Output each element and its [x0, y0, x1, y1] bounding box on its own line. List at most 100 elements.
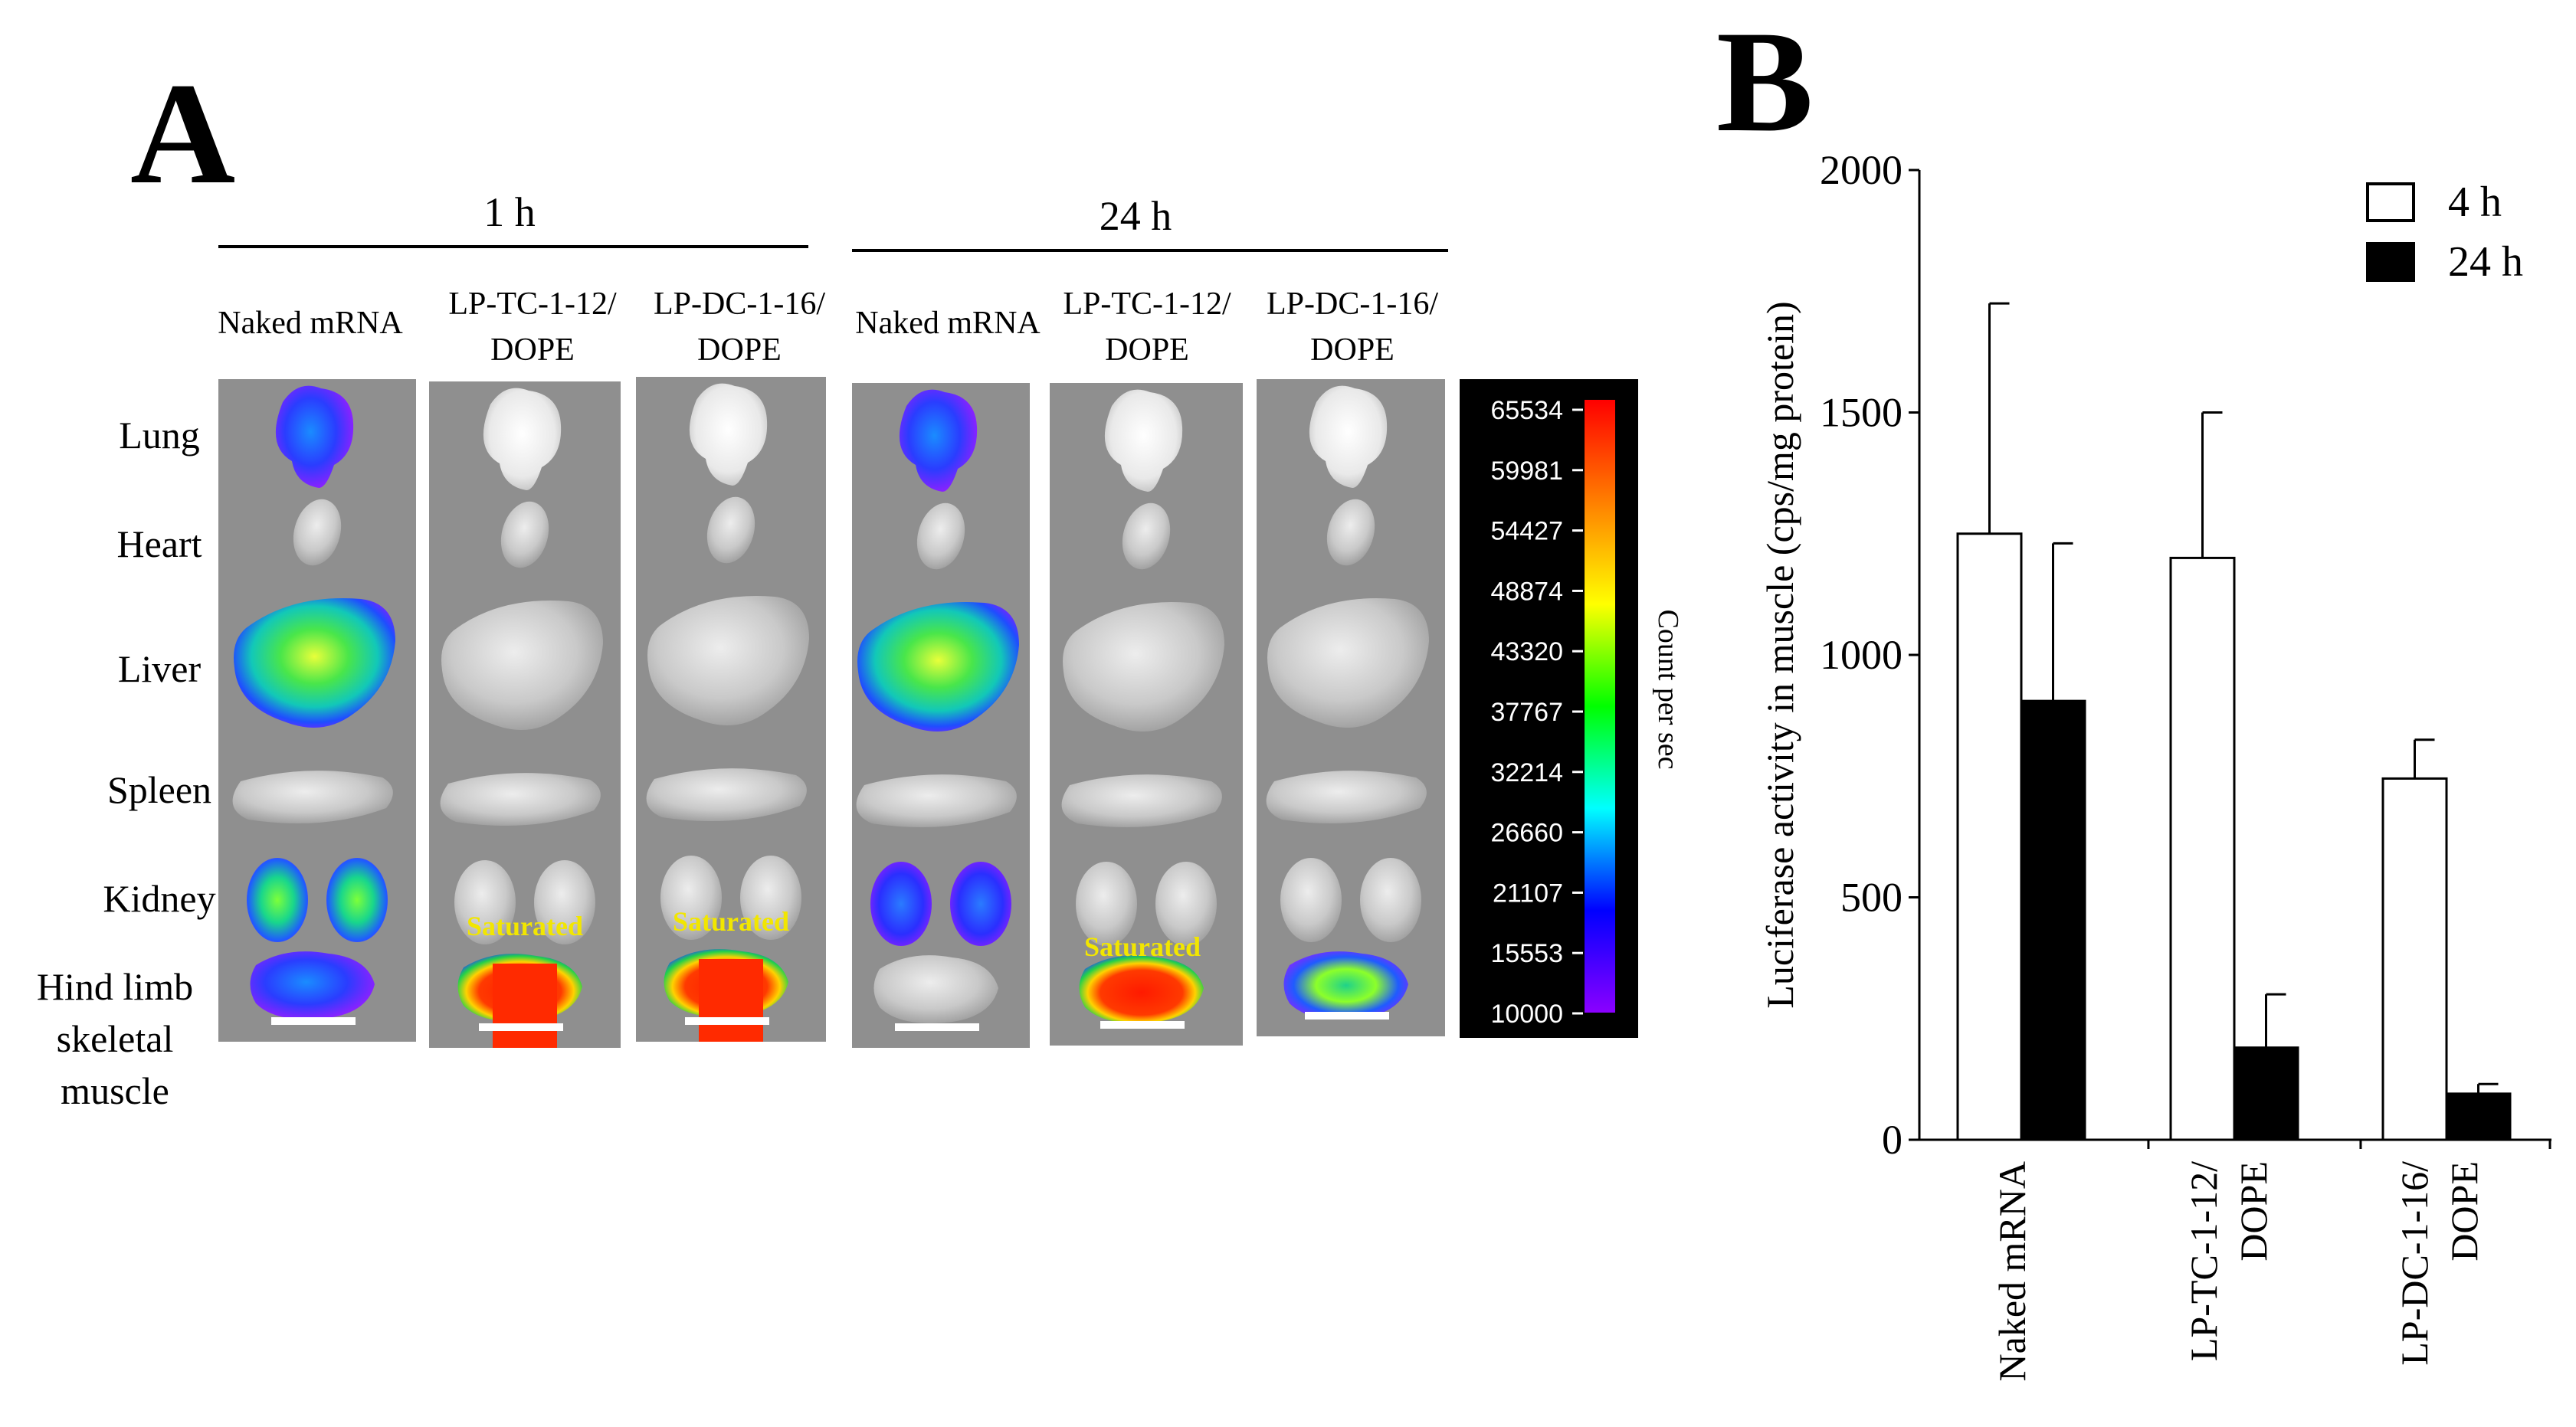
column-header-label: LP-TC-1-12/	[448, 286, 617, 322]
organ-label: skeletal	[57, 1017, 174, 1060]
heart-tissue	[1326, 499, 1375, 566]
imaging-panel	[852, 383, 1030, 1048]
saturated-label: Saturated	[467, 911, 583, 941]
colorbar-tick-label: 43320	[1490, 637, 1563, 666]
kidney-tissue	[660, 856, 722, 940]
liver-tissue	[857, 602, 1019, 732]
y-axis-label: Luciferase activity in muscle (cps/mg pr…	[1758, 301, 1801, 1008]
imaging-panel	[218, 379, 416, 1042]
saturated-signal	[493, 964, 557, 1048]
colorbar-label: Count per sec	[1652, 610, 1684, 770]
x-category-label: Naked mRNA	[1991, 1161, 2034, 1381]
colorbar-tick-label: 59981	[1490, 457, 1563, 486]
colorbar: 65534 59981 54427 48874 43320 37767 32214 26660…	[1460, 379, 1684, 1038]
imaging-panel: Saturated	[429, 381, 621, 1048]
x-category-label: DOPE	[2232, 1161, 2275, 1262]
colorbar-tick-label: 32214	[1490, 758, 1563, 787]
scale-bar	[271, 1017, 356, 1025]
organ-label: Heart	[116, 522, 202, 565]
column-header-label: DOPE	[490, 332, 575, 368]
imaging-panel	[1257, 379, 1445, 1036]
heart-tissue	[500, 501, 549, 568]
muscle-tissue	[250, 951, 375, 1020]
kidney-tissue	[1155, 862, 1217, 946]
column-header-label: DOPE	[697, 332, 782, 368]
spleen-tissue	[232, 771, 393, 823]
colorbar-tick-label: 26660	[1490, 819, 1563, 848]
kidney-tissue	[247, 858, 308, 942]
saturated-label: Saturated	[1084, 931, 1201, 962]
legend-label: 4 h	[2448, 178, 2502, 226]
lung-tissue	[899, 389, 978, 492]
imaging-panel: Saturated	[1050, 383, 1243, 1046]
legend-swatch	[2366, 182, 2415, 222]
column-header-label: DOPE	[1310, 332, 1395, 368]
colorbar-tick-label: 21107	[1493, 879, 1563, 908]
spleen-tissue	[646, 768, 807, 821]
spleen-tissue	[1061, 774, 1222, 827]
lung-tissue	[483, 388, 562, 490]
scale-bar	[479, 1023, 563, 1031]
kidney-tissue	[534, 860, 595, 944]
imaging-panels: Saturated Saturated Saturated	[218, 377, 1445, 1048]
spleen-tissue	[1266, 771, 1427, 823]
heart-tissue	[706, 496, 755, 564]
muscle-tissue	[1283, 951, 1408, 1020]
kidney-tissue	[950, 862, 1011, 946]
bar	[2381, 777, 2448, 1141]
saturated-signal	[699, 959, 763, 1042]
kidney-tissue	[1360, 858, 1421, 942]
x-category-label: LP-TC-1-12/	[2182, 1161, 2225, 1361]
colorbar-tick-label: 37767	[1490, 698, 1563, 727]
colorbar-tick-label: 15553	[1490, 939, 1563, 968]
lung-tissue	[1309, 385, 1388, 488]
group-time-24h: 24 h	[1100, 193, 1172, 239]
y-tick-label: 1500	[1820, 390, 1903, 436]
y-tick-label: 500	[1840, 875, 1903, 921]
organ-label: muscle	[61, 1069, 169, 1112]
y-tick-label: 2000	[1820, 147, 1903, 193]
bar	[2020, 699, 2086, 1141]
panel-b: B 0 500 1000 1500 2000 Luciferase activity in…	[1716, 2, 2551, 1381]
organ-label: Kidney	[103, 877, 215, 920]
scale-bar	[895, 1023, 979, 1031]
y-tick-label: 0	[1882, 1117, 1903, 1163]
x-category-label: DOPE	[2443, 1161, 2486, 1262]
kidney-tissue	[326, 858, 388, 942]
organ-labels: Lung Heart Liver Spleen Kidney Hind limb skele…	[37, 414, 216, 1112]
legend-label: 24 h	[2448, 238, 2523, 286]
spleen-tissue	[856, 774, 1017, 827]
liver-tissue	[1267, 598, 1429, 728]
muscle-tissue	[1079, 955, 1204, 1023]
bar	[2445, 1092, 2512, 1141]
column-headers: Naked mRNA LP-TC-1-12/DOPE LP-DC-1-16/DOPE…	[218, 286, 1438, 368]
colorbar-tick-label: 10000	[1490, 1000, 1563, 1029]
column-header-label: LP-DC-1-16/	[1267, 286, 1438, 322]
y-tick-label: 1000	[1820, 632, 1903, 678]
lung-tissue	[275, 385, 354, 488]
column-header-label: Naked mRNA	[218, 306, 403, 341]
organ-label: Lung	[119, 414, 200, 457]
column-header-label: Naked mRNA	[855, 306, 1041, 341]
kidney-tissue	[1280, 858, 1342, 942]
spleen-tissue	[440, 773, 601, 826]
scale-bar	[1305, 1012, 1389, 1020]
column-header-label: DOPE	[1105, 332, 1189, 368]
colorbar-gradient	[1585, 400, 1615, 1013]
heart-tissue	[916, 502, 965, 570]
kidney-tissue	[870, 862, 932, 946]
colorbar-tick-label: 65534	[1490, 396, 1563, 425]
liver-tissue	[234, 598, 395, 728]
bar	[2233, 1046, 2299, 1141]
heart-tissue	[1122, 502, 1171, 570]
group-time-1h: 1 h	[483, 189, 536, 235]
bar	[1956, 532, 2023, 1141]
scale-bar	[685, 1017, 769, 1025]
liver-tissue	[1063, 602, 1224, 732]
liver-tissue	[441, 601, 603, 730]
kidney-tissue	[740, 856, 801, 940]
organ-label: Hind limb	[37, 965, 193, 1008]
heart-tissue	[293, 499, 342, 566]
panel-b-label: B	[1716, 2, 1814, 162]
